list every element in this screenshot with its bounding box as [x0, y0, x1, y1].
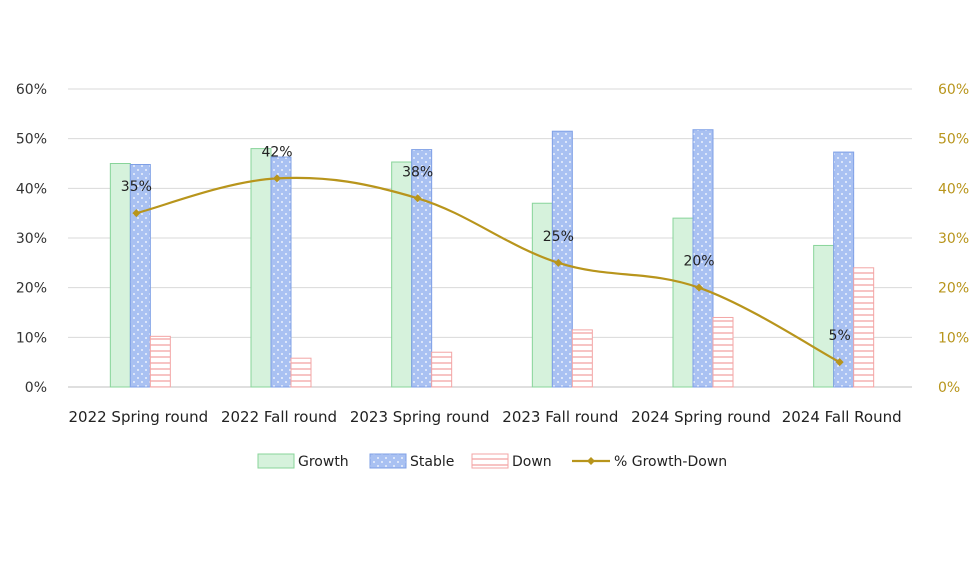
growth-down-point: [132, 209, 141, 218]
x-tick-label: 2023 Spring round: [350, 408, 490, 426]
growth-down-data-label: 35%: [121, 179, 152, 195]
right-y-tick-label: 10%: [938, 330, 969, 346]
right-y-tick-label: 0%: [938, 380, 960, 396]
growth-bar: [672, 217, 694, 388]
down-bar: [431, 351, 453, 388]
growth-down-data-label: 5%: [829, 328, 851, 344]
legend-stable-swatch: [369, 453, 407, 469]
growth-down-point: [835, 358, 844, 367]
growth-down-data-label: 42%: [261, 144, 292, 160]
stable-bar: [411, 149, 433, 388]
growth-bar: [813, 244, 835, 388]
growth-down-point: [554, 258, 563, 267]
gridlines: [68, 88, 912, 388]
left-y-axis: 0% 10% 20% 30% 40% 50% 60%: [16, 82, 47, 396]
x-tick-label: 2022 Fall round: [221, 408, 337, 426]
left-y-tick-label: 50%: [16, 132, 47, 148]
x-axis: 2022 Spring round 2022 Fall round 2023 Spr…: [68, 408, 901, 426]
growth-down-point: [695, 283, 703, 292]
growth-down-data-label: 38%: [402, 164, 433, 180]
legend-growth-label: Growth: [298, 454, 349, 470]
stable-bar: [692, 129, 714, 388]
legend-down-swatch: [471, 453, 509, 469]
stable-bar: [833, 151, 855, 388]
down-bar: [149, 335, 171, 388]
x-tick-label: 2023 Fall round: [502, 408, 618, 426]
growth-down-data-label: 25%: [543, 229, 574, 245]
growth-bar: [109, 163, 131, 388]
right-y-axis: 0% 10% 20% 30% 40% 50% 60%: [938, 82, 969, 396]
down-bar: [571, 329, 593, 388]
right-y-tick-label: 20%: [938, 281, 969, 297]
right-y-tick-label: 60%: [938, 82, 969, 98]
growth-down-data-label: 20%: [683, 254, 714, 270]
stable-bar: [129, 163, 151, 388]
down-bar: [853, 267, 875, 388]
legend-growth-swatch: [257, 453, 295, 469]
growth-down-point: [413, 194, 422, 203]
x-tick-label: 2024 Spring round: [631, 408, 771, 426]
legend: Growth Stable Down % Growth-Down: [257, 453, 727, 470]
x-tick-label: 2024 Fall Round: [782, 408, 902, 426]
stable-bar: [551, 130, 573, 388]
legend-growth-down-label: % Growth-Down: [614, 454, 727, 470]
right-y-tick-label: 30%: [938, 231, 969, 247]
growth-down-line: 35% 42% 38% 25% 20% 5%: [121, 144, 851, 367]
left-y-tick-label: 0%: [25, 380, 47, 396]
legend-stable-label: Stable: [410, 454, 454, 470]
down-bar: [290, 357, 312, 388]
legend-down-label: Down: [512, 454, 552, 470]
growth-down-line-path: [136, 176, 841, 364]
right-y-tick-label: 40%: [938, 181, 969, 197]
growth-down-point: [273, 174, 281, 183]
legend-growth-down-marker: [587, 457, 595, 465]
left-y-tick-label: 40%: [16, 181, 47, 197]
left-y-tick-label: 60%: [16, 82, 47, 98]
left-y-tick-label: 10%: [16, 330, 47, 346]
down-bar: [712, 316, 734, 388]
x-tick-label: 2022 Spring round: [68, 408, 208, 426]
bars: [109, 129, 875, 388]
left-y-tick-label: 30%: [16, 231, 47, 247]
right-y-tick-label: 50%: [938, 132, 969, 148]
left-y-tick-label: 20%: [16, 281, 47, 297]
growth-bar: [250, 148, 272, 388]
stable-bar: [270, 156, 292, 388]
